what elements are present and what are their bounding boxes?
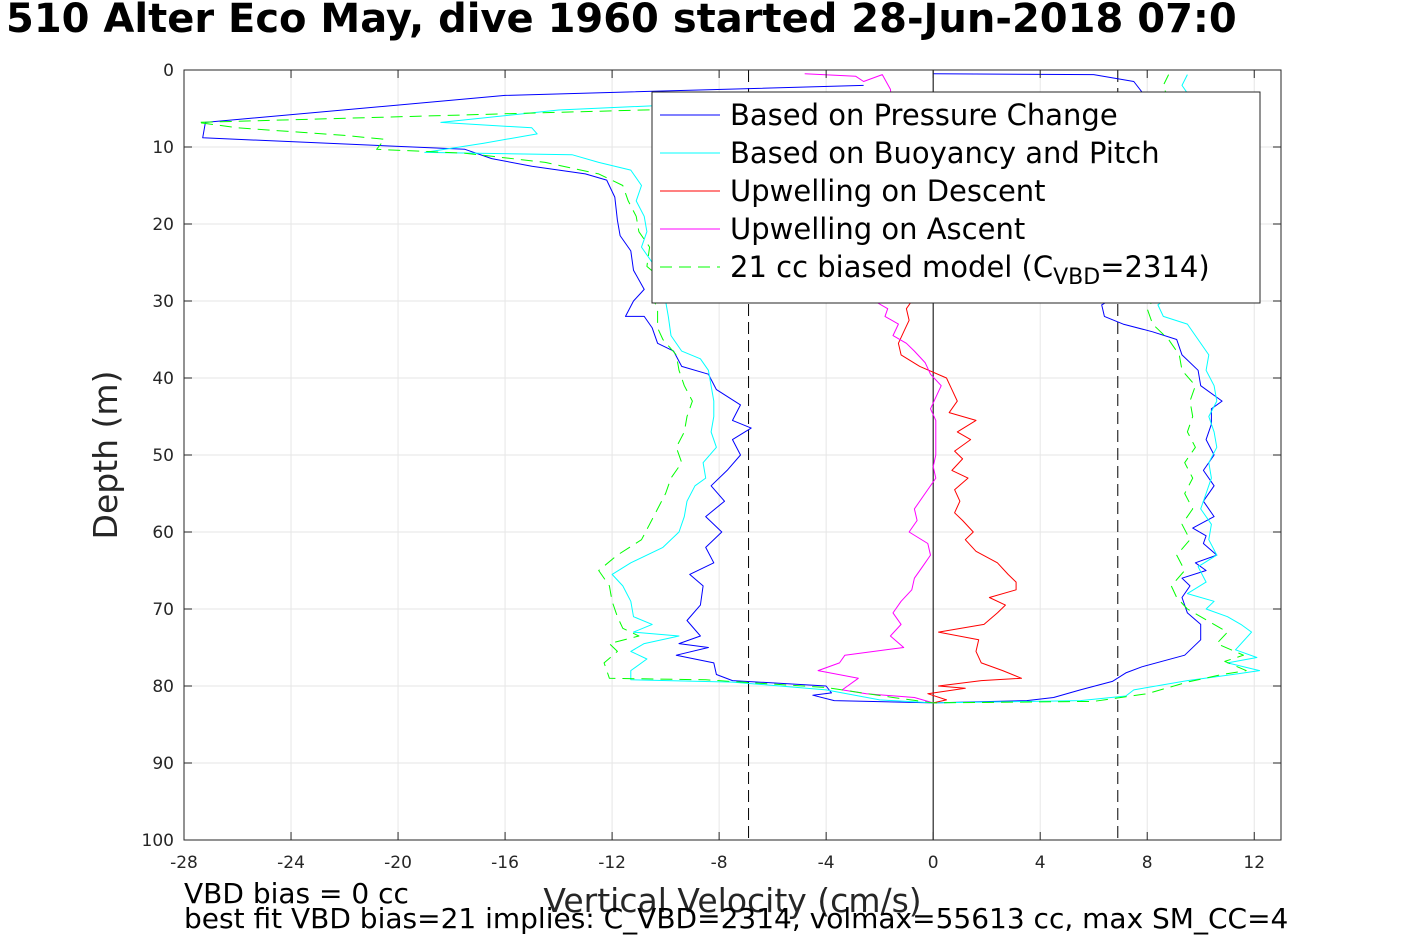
y-tick-label: 70 <box>152 600 174 620</box>
y-tick-label: 50 <box>152 446 174 466</box>
y-tick-label: 100 <box>142 831 174 851</box>
x-tick-label: -8 <box>711 853 728 873</box>
y-tick-label: 20 <box>152 215 174 235</box>
x-tick-label: -28 <box>170 853 198 873</box>
x-axis-label: Vertical Velocity (cm/s) <box>543 881 921 920</box>
y-tick-label: 30 <box>152 292 174 312</box>
legend-label: Upwelling on Descent <box>730 174 1046 208</box>
series-line-5 <box>196 74 1247 704</box>
x-tick-label: 4 <box>1035 853 1046 873</box>
y-tick-label: 40 <box>152 369 174 389</box>
y-tick-label: 10 <box>152 138 174 158</box>
chart-title-text: 510 Alter Eco May, dive 1960 started 28-… <box>6 0 1237 42</box>
legend: Based on Pressure Change Based on Buoyanc… <box>651 91 1261 304</box>
x-tick-label: -4 <box>818 853 835 873</box>
legend-label: Based on Buoyancy and Pitch <box>730 136 1160 170</box>
legend-box <box>651 91 1261 304</box>
y-axis-label: Depth (m) <box>86 371 125 540</box>
legend-label: Upwelling on Ascent <box>730 212 1025 246</box>
footer-vbd-bias: VBD bias = 0 cc <box>184 877 409 910</box>
tick-labels: -28 -24 -20 -16 -12 -8 -4 0 4 8 12 0 10 20 30 40 50 60 70 8… <box>142 61 1281 873</box>
x-tick-label: -24 <box>277 853 305 873</box>
x-tick-label: 8 <box>1142 853 1153 873</box>
series-line-3 <box>831 123 1022 704</box>
y-tick-label: 0 <box>163 61 174 81</box>
x-tick-label: 0 <box>928 853 939 873</box>
legend-label: 21 cc biased model (CVBD=2314) <box>730 250 1210 290</box>
y-tick-label: 60 <box>152 523 174 543</box>
series-line-1 <box>202 73 1223 704</box>
x-tick-label: -12 <box>598 853 626 873</box>
footer-best-fit: best fit VBD bias=21 implies: C_VBD=2314… <box>184 902 1289 935</box>
x-tick-label: -16 <box>491 853 519 873</box>
legend-label: Based on Pressure Change <box>730 98 1118 132</box>
x-tick-label: 12 <box>1243 853 1265 873</box>
y-tick-label: 80 <box>152 677 174 697</box>
y-tick-label: 90 <box>152 754 174 774</box>
x-tick-label: -20 <box>384 853 412 873</box>
chart-title: 510 Alter Eco May, dive 1960 started 28-… <box>0 0 1417 60</box>
series-line-4 <box>804 73 942 704</box>
